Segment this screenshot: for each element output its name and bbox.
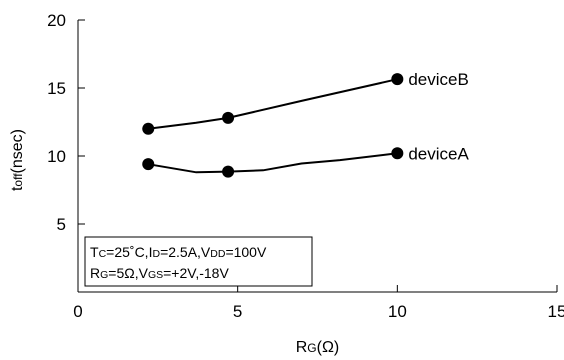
tick-marks [77, 19, 558, 292]
data-point-deviceA [222, 165, 235, 178]
x-axis-title-main: R [296, 339, 308, 356]
text-run: =100V [225, 244, 267, 260]
conditions-box [84, 236, 313, 287]
subscript: D [152, 248, 160, 260]
data-point-deviceB [222, 111, 235, 124]
text-run: =2.5A,V [160, 244, 211, 260]
series-labels: deviceB deviceA [408, 70, 469, 163]
conditions-line-2: RG=5Ω,VGS=+2V,-18V [90, 265, 229, 281]
series-label-deviceB: deviceB [408, 70, 468, 89]
x-tick-label: 0 [73, 302, 82, 321]
text-run: =5Ω,V [108, 265, 148, 281]
x-axis-title: RG(Ω) [296, 339, 340, 356]
series-lines [148, 78, 398, 174]
conditions-annotation: TC=25˚C,ID=2.5A,VDD=100V RG=5Ω,VGS=+2V,-… [84, 236, 313, 287]
x-axis-title-sub: G [307, 341, 316, 355]
x-tick-label: 10 [388, 302, 407, 321]
tick-labels: 0 5 10 15 5 10 15 20 [47, 11, 564, 321]
series-line-deviceA [148, 152, 398, 174]
subscript: G [100, 269, 108, 281]
x-tick-label: 5 [233, 302, 242, 321]
y-tick-label: 10 [47, 147, 66, 166]
conditions-line-1: TC=25˚C,ID=2.5A,VDD=100V [90, 244, 267, 260]
data-point-deviceA [142, 158, 155, 171]
subscript: GS [148, 269, 163, 281]
text-run: =25˚C,I [106, 244, 152, 260]
text-run: =+2V,-18V [163, 265, 229, 281]
series-label-deviceA: deviceA [408, 144, 469, 163]
y-tick-label: 5 [57, 215, 66, 234]
y-axis-title: toff(nsec) [9, 129, 26, 191]
subscript: DD [210, 248, 226, 260]
y-tick-label: 20 [47, 11, 66, 30]
text-run: R [90, 265, 100, 281]
y-axis-title-rest: (nsec) [9, 129, 26, 173]
series-line-deviceB [148, 78, 398, 130]
y-axis-title-main: t [9, 186, 26, 191]
series-markers [142, 73, 404, 178]
x-axis-title-rest: (Ω) [317, 339, 340, 356]
y-axis-title-sub: off [11, 173, 25, 187]
subscript: C [99, 248, 107, 260]
data-point-deviceB [391, 73, 404, 86]
text-run: T [90, 244, 99, 260]
x-tick-label: 15 [548, 302, 564, 321]
data-point-deviceA [391, 147, 404, 160]
y-tick-label: 15 [47, 79, 66, 98]
data-point-deviceB [142, 122, 155, 135]
